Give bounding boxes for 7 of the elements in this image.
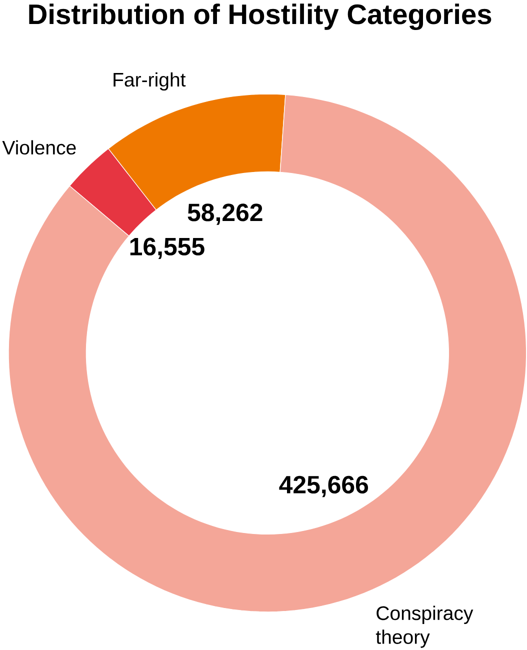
- slice-label: Violence: [2, 140, 76, 155]
- data-label: 425,666: [279, 476, 368, 498]
- data-label: 58,262: [188, 204, 262, 225]
- slice-label: Far-right: [114, 72, 186, 91]
- data-label: 16,555: [130, 238, 205, 260]
- slice-label: Conspiracy theory: [376, 606, 474, 648]
- chart-title: Distribution of Hostility Categories: [29, 4, 492, 30]
